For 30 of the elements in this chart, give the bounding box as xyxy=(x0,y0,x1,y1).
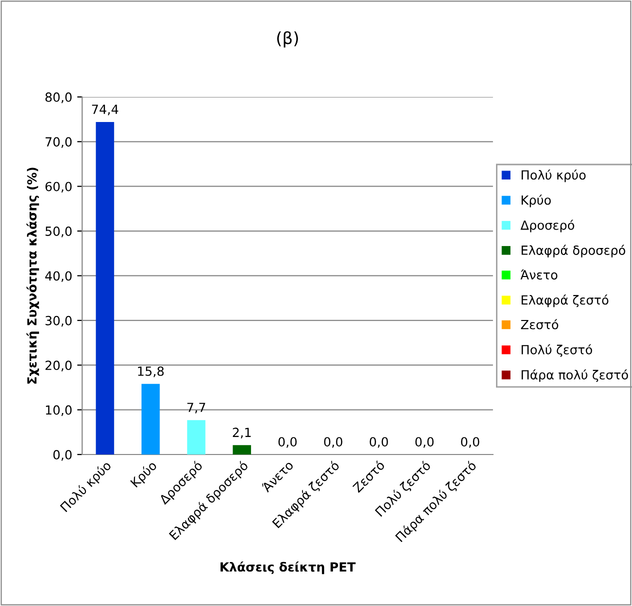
data-label: 2,1 xyxy=(232,428,251,438)
legend-label: Πολύ κρύο xyxy=(522,170,586,182)
y-tick-label: 50,0 xyxy=(46,226,72,238)
legend-label: Ζεστό xyxy=(521,319,558,330)
legend-label: Άνετο xyxy=(520,269,558,280)
y-tick-label: 10,0 xyxy=(46,405,72,416)
data-label: 0,0 xyxy=(278,437,297,448)
y-tick-label: 40,0 xyxy=(45,271,72,282)
y-tick-label: 60,0 xyxy=(45,182,72,193)
data-label: 0,0 xyxy=(370,437,388,448)
chart-title: (β) xyxy=(277,31,298,48)
y-tick-label: 0,0 xyxy=(53,450,72,461)
x-axis-title: Κλάσεις δείκτη PET xyxy=(220,561,356,574)
legend-label: Πολύ ζεστό xyxy=(522,344,592,357)
legend-label: Ελαφρά ζεστό xyxy=(522,294,608,308)
data-label: 0,0 xyxy=(461,437,480,448)
legend-label: Ελαφρά δροσερό xyxy=(522,244,626,258)
legend-label: Δροσερό xyxy=(520,220,574,232)
legend-label: Κρύο xyxy=(522,194,551,208)
y-tick-label: 80,0 xyxy=(45,92,72,104)
data-label: 7,7 xyxy=(187,402,206,414)
data-label: 0,0 xyxy=(415,437,434,448)
legend-label: Πάρα πολύ ζεστό xyxy=(522,369,628,382)
y-tick-label: 70,0 xyxy=(46,137,72,148)
y-axis-title: Σχετική Συχνότητα κλάσης (%) xyxy=(26,168,40,384)
data-label: 0,0 xyxy=(324,437,342,448)
y-tick-label: 30,0 xyxy=(46,316,72,327)
data-label: 74,4 xyxy=(92,104,118,116)
y-tick-label: 20,0 xyxy=(46,360,72,372)
data-label: 15,8 xyxy=(138,366,164,378)
